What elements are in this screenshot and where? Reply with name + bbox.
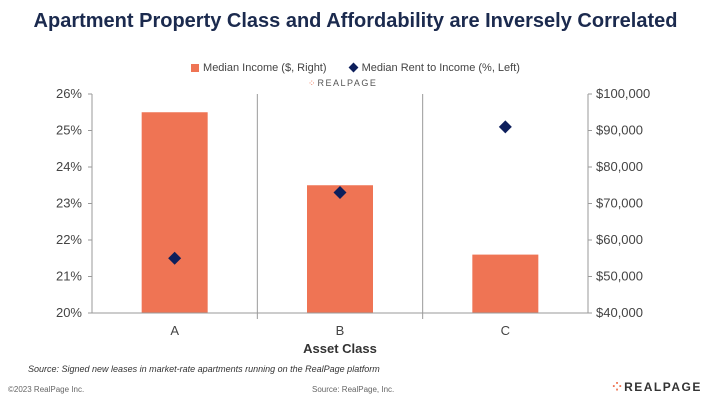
category-label: A — [170, 323, 179, 338]
source-note: Source: Signed new leases in market-rate… — [28, 364, 380, 374]
legend-item-rent-to-income: Median Rent to Income (%, Left) — [348, 62, 520, 75]
x-axis-title: Asset Class — [303, 341, 377, 356]
chart-logo-text: REALPAGE — [317, 78, 378, 88]
left-tick-label: 20% — [56, 305, 82, 320]
chart-title: Apartment Property Class and Affordabili… — [33, 10, 678, 32]
legend-bar-swatch — [191, 64, 200, 73]
left-tick-label: 22% — [56, 232, 82, 247]
rent-marker-b — [333, 186, 347, 200]
realpage-logo-icon: ⁘ — [612, 380, 623, 394]
footer-realpage-logo: ⁘ REALPAGE — [612, 380, 702, 394]
chart-legend: Median Income ($, Right) Median Rent to … — [0, 62, 711, 74]
right-tick-label: $80,000 — [596, 159, 643, 174]
left-tick-label: 24% — [56, 159, 82, 174]
rent-marker-a — [168, 251, 182, 265]
footer-source: Source: RealPage, Inc. — [312, 385, 395, 394]
bar-a — [141, 112, 208, 313]
category-label: B — [336, 323, 345, 338]
right-tick-label: $60,000 — [596, 232, 643, 247]
right-tick-label: $90,000 — [596, 123, 643, 138]
legend-item-median-income: Median Income ($, Right) — [191, 62, 327, 74]
left-tick-label: 23% — [56, 196, 82, 211]
bar-c — [472, 254, 539, 313]
legend-bar-label: Median Income ($, Right) — [203, 62, 327, 75]
legend-marker-label: Median Rent to Income (%, Left) — [361, 62, 520, 75]
left-tick-label: 26% — [56, 86, 82, 101]
chart-realpage-logo: ⁘ REALPAGE — [308, 78, 377, 89]
bar-b — [307, 185, 373, 313]
copyright-text: ©2023 RealPage Inc. — [8, 385, 85, 394]
left-tick-label: 21% — [56, 269, 82, 284]
footer-logo-text: REALPAGE — [624, 380, 702, 394]
left-tick-label: 25% — [56, 123, 82, 138]
rent-marker-c — [498, 120, 512, 134]
right-tick-label: $70,000 — [596, 196, 643, 211]
right-tick-label: $50,000 — [596, 269, 643, 284]
category-label: C — [501, 323, 510, 338]
realpage-logo-icon: ⁘ — [308, 78, 316, 88]
right-tick-label: $100,000 — [596, 86, 650, 101]
right-tick-label: $40,000 — [596, 305, 643, 320]
